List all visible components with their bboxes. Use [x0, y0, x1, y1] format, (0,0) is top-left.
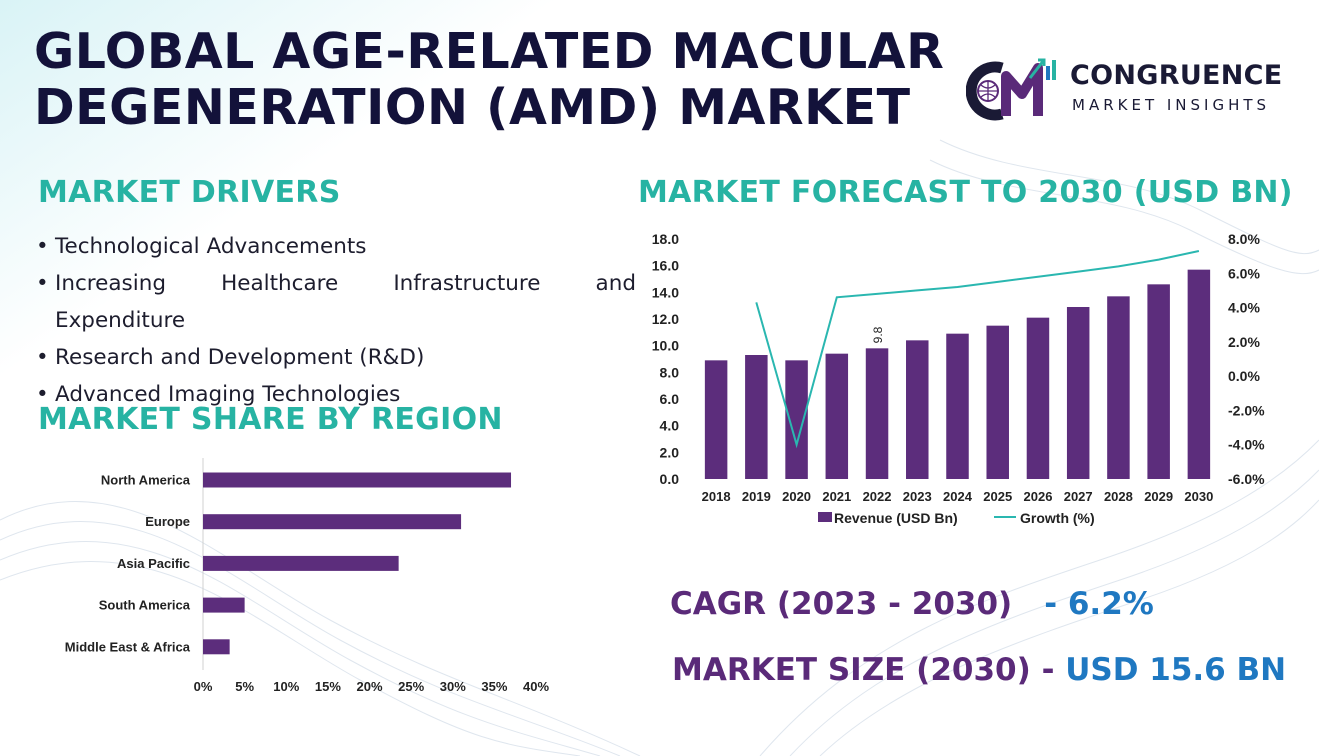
page-title: GLOBAL AGE-RELATED MACULAR DEGENERATION … — [34, 24, 944, 136]
forecast-x-tick-label: 2021 — [822, 489, 851, 504]
forecast-x-tick-label: 2020 — [782, 489, 811, 504]
region-x-tick-label: 10% — [273, 679, 299, 694]
region-bar — [203, 639, 230, 655]
revenue-bar — [785, 360, 808, 479]
forecast-right-tick-label: 0.0% — [1228, 368, 1260, 384]
region-category-label: North America — [101, 473, 191, 488]
market-drivers-heading: MARKET DRIVERS — [38, 175, 341, 210]
logo-name: CONGRUENCE — [1070, 60, 1283, 91]
revenue-bar — [986, 325, 1009, 479]
bar-data-label: 9.8 — [871, 326, 885, 343]
forecast-x-tick-label: 2022 — [863, 489, 892, 504]
forecast-x-tick-label: 2023 — [903, 489, 932, 504]
revenue-bar — [1187, 269, 1211, 479]
region-bar — [203, 514, 462, 530]
cagr-metric: CAGR (2023 - 2030) - 6.2% — [670, 586, 1154, 622]
revenue-bar — [1147, 284, 1170, 479]
congruence-logo: CONGRUENCE MARKET INSIGHTS — [966, 54, 1286, 124]
forecast-left-tick-label: 0.0 — [660, 471, 680, 487]
region-bar — [203, 555, 399, 571]
forecast-x-tick-label: 2024 — [943, 489, 973, 504]
forecast-right-tick-label: -4.0% — [1228, 437, 1265, 453]
revenue-bar — [946, 333, 969, 479]
forecast-x-tick-label: 2029 — [1144, 489, 1173, 504]
cagr-label: CAGR (2023 - 2030) — [670, 586, 1013, 622]
region-bar — [203, 472, 512, 488]
market-size-value: USD 15.6 BN — [1065, 652, 1287, 688]
region-heading: MARKET SHARE BY REGION — [38, 402, 503, 437]
revenue-bar — [704, 360, 728, 479]
forecast-left-tick-label: 6.0 — [660, 391, 680, 407]
forecast-left-tick-label: 18.0 — [652, 231, 679, 247]
region-category-label: Middle East & Africa — [65, 639, 191, 654]
forecast-left-tick-label: 4.0 — [660, 418, 680, 434]
legend-revenue-swatch — [818, 512, 832, 522]
forecast-left-tick-label: 2.0 — [660, 444, 680, 460]
forecast-left-tick-label: 8.0 — [660, 364, 680, 380]
forecast-right-tick-label: 2.0% — [1228, 334, 1260, 350]
region-x-tick-label: 40% — [523, 679, 549, 694]
region-x-tick-label: 15% — [315, 679, 341, 694]
logo-mark-icon — [966, 58, 1056, 121]
forecast-x-tick-label: 2026 — [1024, 489, 1053, 504]
revenue-bar — [745, 355, 768, 479]
logo-tagline: MARKET INSIGHTS — [1072, 96, 1271, 114]
forecast-x-tick-label: 2027 — [1064, 489, 1093, 504]
revenue-bar — [906, 340, 929, 479]
forecast-x-tick-label: 2028 — [1104, 489, 1133, 504]
forecast-left-tick-label: 16.0 — [652, 258, 679, 274]
region-x-tick-label: 35% — [481, 679, 507, 694]
region-x-tick-label: 20% — [356, 679, 382, 694]
title-line-1: GLOBAL AGE-RELATED MACULAR — [34, 23, 945, 80]
forecast-right-tick-label: 4.0% — [1228, 300, 1260, 316]
legend-growth-label: Growth (%) — [1020, 510, 1095, 526]
market-size-label: MARKET SIZE (2030) - — [672, 652, 1055, 688]
region-category-label: South America — [99, 598, 191, 613]
revenue-bar — [1026, 317, 1050, 479]
forecast-left-tick-label: 12.0 — [652, 311, 679, 327]
forecast-x-tick-label: 2025 — [983, 489, 1012, 504]
region-x-tick-label: 25% — [398, 679, 424, 694]
region-x-tick-label: 0% — [194, 679, 213, 694]
forecast-right-tick-label: 6.0% — [1228, 265, 1260, 281]
title-line-2: DEGENERATION (AMD) MARKET — [34, 79, 911, 136]
forecast-right-tick-label: 8.0% — [1228, 231, 1260, 247]
region-x-tick-label: 5% — [235, 679, 254, 694]
forecast-x-tick-label: 2019 — [742, 489, 771, 504]
region-category-label: Asia Pacific — [117, 556, 190, 571]
revenue-bar — [1107, 296, 1130, 479]
forecast-left-tick-label: 10.0 — [652, 338, 679, 354]
market-size-metric: MARKET SIZE (2030) - USD 15.6 BN — [672, 652, 1286, 688]
cagr-value: - 6.2% — [1044, 586, 1154, 622]
forecast-x-tick-label: 2018 — [702, 489, 731, 504]
region-x-tick-label: 30% — [440, 679, 466, 694]
forecast-x-tick-label: 2030 — [1184, 489, 1213, 504]
revenue-bar — [825, 353, 849, 479]
forecast-right-tick-label: -6.0% — [1228, 471, 1265, 487]
region-bar — [203, 597, 245, 613]
revenue-bar — [1066, 307, 1090, 479]
region-share-chart: North America Europe Asia Pacific South Ame… — [65, 458, 549, 694]
driver-item: Research and Development (R&D) — [36, 339, 636, 376]
forecast-right-tick-label: -2.0% — [1228, 402, 1265, 418]
growth-line — [755, 250, 1200, 449]
driver-item: Advanced Imaging Technologies — [36, 376, 636, 413]
forecast-heading: MARKET FORECAST TO 2030 (USD BN) — [638, 175, 1293, 210]
forecast-left-tick-label: 14.0 — [652, 284, 679, 300]
driver-item: Technological Advancements — [36, 228, 636, 265]
forecast-chart: 0.0 2.0 4.0 6.0 8.0 10.0 12.0 14.0 16.0 18.0 -6.0%… — [652, 231, 1265, 526]
legend-revenue-label: Revenue (USD Bn) — [834, 510, 958, 526]
market-drivers-list: Technological Advancements IncreasingHea… — [36, 228, 636, 413]
revenue-bar — [865, 348, 889, 479]
region-category-label: Europe — [145, 514, 190, 529]
